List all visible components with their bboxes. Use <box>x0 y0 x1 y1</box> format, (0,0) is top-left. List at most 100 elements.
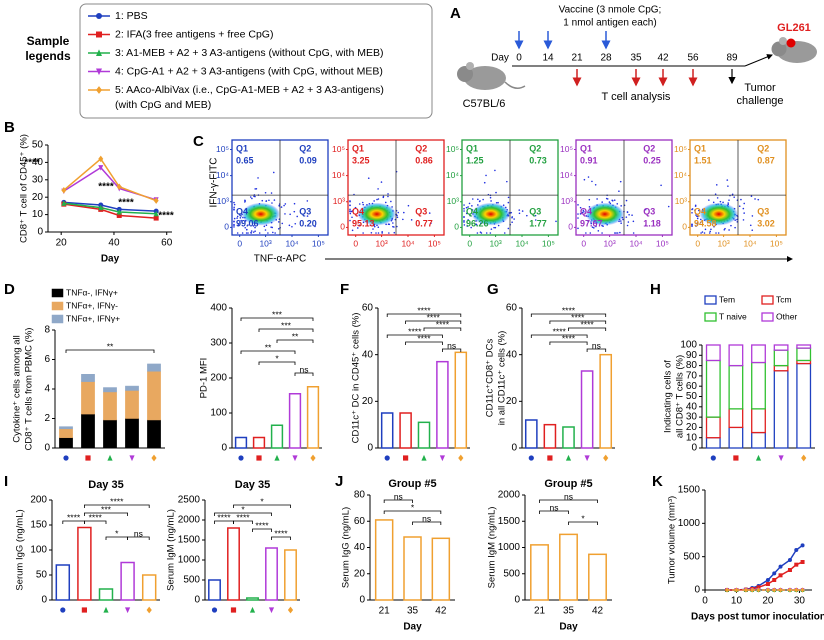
event-dot <box>601 232 603 234</box>
bracket <box>423 327 462 331</box>
bar <box>559 533 578 601</box>
group-symbol <box>211 607 218 613</box>
quadrant-name: Q2 <box>643 143 655 153</box>
event-dot <box>233 220 235 223</box>
event-dot <box>270 192 273 194</box>
y-axis-label: Serum IgM (ng/mL) <box>166 509 177 591</box>
point <box>765 582 770 586</box>
event-dot <box>470 226 472 229</box>
event-dot <box>349 210 351 213</box>
bar <box>380 412 394 449</box>
bar <box>454 351 468 449</box>
bar-segment <box>751 361 766 410</box>
bracket <box>271 536 291 540</box>
event-dot <box>518 209 521 211</box>
bar <box>288 393 302 449</box>
quadrant-name: Q1 <box>236 143 248 153</box>
event-dot <box>754 198 756 200</box>
bracket <box>214 512 272 516</box>
group-symbol <box>547 455 553 461</box>
event-dot <box>251 197 253 200</box>
bar-segment <box>147 371 161 421</box>
event-dot <box>593 227 595 229</box>
event-dot <box>587 176 590 178</box>
bar <box>562 426 575 449</box>
bar <box>284 549 297 601</box>
y-tick-label: 0 <box>367 443 373 454</box>
mouse-ear <box>779 37 787 45</box>
event-dot <box>619 231 621 234</box>
legend-swatch <box>761 312 774 322</box>
event-dot <box>626 211 629 214</box>
event-dot <box>387 193 389 195</box>
panel-label: K <box>652 473 663 490</box>
event-dot <box>278 204 280 207</box>
event-dot <box>361 201 364 204</box>
event-dot <box>377 188 379 190</box>
event-dot <box>407 204 410 207</box>
event-dot <box>233 206 235 209</box>
group-symbol <box>146 606 152 614</box>
x-axis-label: Day <box>559 622 578 633</box>
bar <box>227 527 240 601</box>
event-dot <box>490 200 492 202</box>
event-dot <box>264 229 267 231</box>
event-dot <box>518 212 521 215</box>
event-dot <box>596 198 598 200</box>
bar <box>270 424 284 449</box>
event-dot <box>236 232 239 234</box>
event-dot <box>591 226 594 229</box>
event-dot <box>463 207 465 210</box>
significance: *** <box>101 504 112 514</box>
group-symbol <box>384 455 390 461</box>
event-dot <box>241 232 244 234</box>
significance: **** <box>436 319 450 329</box>
event-dot <box>709 230 712 233</box>
event-dot <box>710 228 712 231</box>
event-dot <box>736 218 738 221</box>
y-tick-label: 60 <box>362 303 374 314</box>
y-axis-label: all CD8⁺ T cells (%) <box>675 355 686 438</box>
event-dot <box>356 227 359 229</box>
event-dot <box>591 180 593 183</box>
significance: *** <box>281 320 292 330</box>
bar <box>543 423 557 449</box>
y-axis-label: IFN-γ-FITC <box>209 158 220 208</box>
group-symbol <box>584 455 590 462</box>
significance: ns <box>134 528 143 538</box>
quadrant-value: 3.25 <box>352 155 370 165</box>
y-tick-label: 10⁵ <box>446 144 459 154</box>
significance: **** <box>24 158 40 169</box>
event-dot <box>377 226 380 229</box>
event-dot <box>494 226 497 229</box>
event-dot <box>714 193 717 196</box>
significance: * <box>411 502 415 512</box>
event-dot <box>727 202 729 204</box>
event-dot <box>410 219 413 221</box>
point <box>787 558 792 562</box>
x-tick-label: 10⁵ <box>770 238 783 248</box>
event-dot <box>722 201 724 204</box>
event-dot <box>263 225 266 228</box>
event-dot <box>494 169 496 172</box>
y-tick-label: 10⁴ <box>674 170 687 180</box>
bar-segment <box>59 428 73 438</box>
event-dot <box>483 181 486 184</box>
legend-label: (with CpG and MEB) <box>115 99 211 111</box>
bracket <box>412 521 442 525</box>
event-dot <box>616 232 619 234</box>
event-dot <box>388 232 390 234</box>
event-dot <box>351 229 354 232</box>
quadrant-name: Q1 <box>580 143 592 153</box>
quadrant-value: 0.20 <box>299 218 317 228</box>
event-dot <box>696 221 699 224</box>
event-dot <box>475 223 478 226</box>
legend-marker <box>96 31 102 38</box>
legend-marker <box>96 49 102 56</box>
event-dot <box>699 221 702 224</box>
event-dot <box>620 222 622 225</box>
bracket <box>294 372 314 376</box>
group-symbol <box>310 454 316 462</box>
event-dot <box>393 231 396 234</box>
